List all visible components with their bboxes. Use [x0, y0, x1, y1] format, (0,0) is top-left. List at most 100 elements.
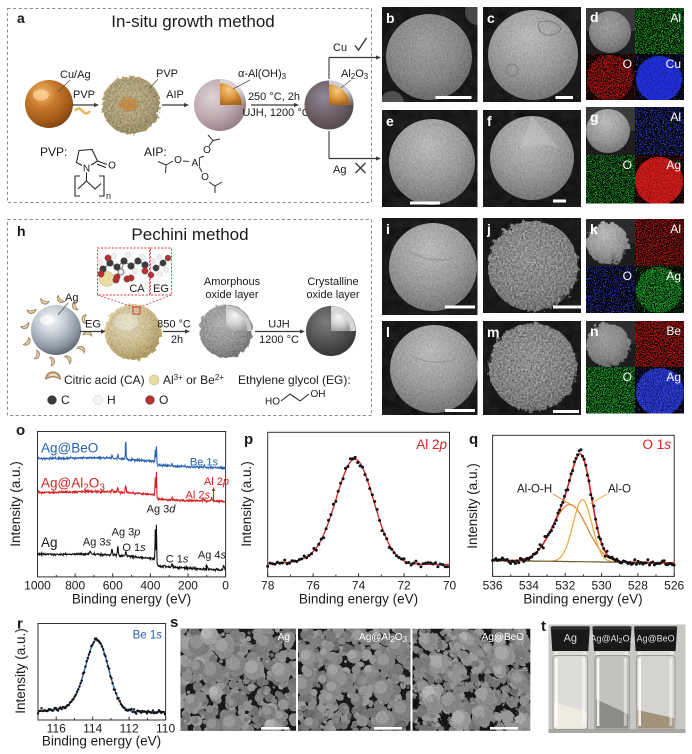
svg-text:Cu/Ag: Cu/Ag [60, 69, 91, 81]
svg-text:Pechini method: Pechini method [131, 225, 248, 244]
svg-text:Ag 3s: Ag 3s [83, 537, 112, 549]
svg-text:534: 534 [519, 579, 539, 593]
svg-text:o: o [16, 422, 25, 439]
svg-text:n: n [590, 323, 599, 339]
svg-text:UJH: UJH [268, 319, 289, 331]
svg-text:Al 2p: Al 2p [204, 476, 229, 488]
svg-text:114: 114 [83, 722, 102, 736]
svg-text:a: a [17, 10, 25, 26]
svg-text:Binding energy (eV): Binding energy (eV) [42, 734, 161, 749]
svg-text:O: O [201, 172, 209, 183]
svg-text:H: H [107, 393, 116, 407]
svg-text:α-Al(OH)3: α-Al(OH)3 [238, 68, 287, 81]
svg-text:Al 2p: Al 2p [416, 437, 447, 452]
svg-text:Intensity (a.u.): Intensity (a.u.) [13, 628, 28, 714]
svg-text:Ag 3d: Ag 3d [147, 504, 177, 516]
svg-text:oxide layer: oxide layer [205, 289, 259, 301]
svg-text:536: 536 [483, 579, 503, 593]
svg-text:530: 530 [592, 579, 612, 593]
svg-text:0: 0 [222, 579, 229, 593]
svg-text:Ag@BeO: Ag@BeO [482, 632, 525, 643]
svg-text:b: b [386, 10, 395, 26]
svg-text:Citric acid (CA): Citric acid (CA) [64, 373, 145, 387]
svg-text:Al: Al [670, 110, 681, 124]
svg-text:d: d [590, 9, 599, 25]
svg-text:O: O [203, 145, 211, 156]
svg-text:i: i [386, 221, 390, 237]
svg-text:AIP: AIP [166, 89, 184, 101]
svg-text:Ag: Ag [333, 164, 346, 176]
svg-text:Intensity (a.u.): Intensity (a.u.) [465, 463, 480, 549]
svg-text:f: f [487, 113, 492, 129]
svg-text:C: C [61, 393, 70, 407]
svg-text:Be 1s: Be 1s [133, 630, 163, 642]
svg-text:OH: OH [311, 389, 326, 400]
svg-text:Al2O3: Al2O3 [341, 68, 369, 81]
svg-text:CA: CA [129, 283, 145, 295]
svg-text:Ethylene glycol (EG):: Ethylene glycol (EG): [238, 373, 351, 387]
svg-text:1200 °C: 1200 °C [259, 334, 299, 346]
svg-text:112: 112 [120, 722, 139, 736]
svg-text:Binding energy (eV): Binding energy (eV) [523, 592, 642, 607]
svg-text:Ag@BeO: Ag@BeO [637, 634, 675, 644]
svg-text:O: O [159, 393, 168, 407]
svg-text:Binding energy (eV): Binding energy (eV) [72, 592, 191, 607]
svg-text:Binding energy (eV): Binding energy (eV) [299, 592, 418, 607]
svg-text:Ag: Ag [278, 632, 290, 643]
svg-text:oxide layer: oxide layer [306, 289, 360, 301]
svg-text:p: p [244, 431, 253, 448]
svg-text:528: 528 [628, 579, 648, 593]
svg-text:HO: HO [265, 397, 280, 408]
svg-text:r: r [17, 616, 23, 633]
svg-text:t: t [541, 618, 546, 635]
svg-text:Ag@Al2O3: Ag@Al2O3 [591, 634, 634, 646]
svg-text:Be 1s: Be 1s [190, 457, 219, 469]
svg-text:76: 76 [306, 579, 320, 593]
svg-text:k: k [590, 221, 598, 237]
svg-text:Ag 4s: Ag 4s [198, 550, 227, 562]
svg-text:EG: EG [153, 283, 169, 295]
svg-text:800: 800 [65, 579, 85, 593]
svg-text:1000: 1000 [24, 579, 51, 593]
svg-text:Ag: Ag [65, 292, 78, 304]
svg-text:PVP: PVP [156, 68, 178, 80]
svg-text:O: O [174, 155, 182, 166]
svg-text:q: q [469, 431, 478, 448]
svg-text:AIP:: AIP: [144, 145, 167, 159]
svg-text:526: 526 [664, 579, 684, 593]
svg-text:O: O [623, 57, 632, 71]
svg-text:e: e [386, 113, 394, 129]
svg-text:s: s [170, 614, 178, 631]
svg-text:O: O [108, 161, 116, 172]
svg-text:m: m [487, 324, 499, 340]
svg-text:Al-O: Al-O [608, 484, 631, 496]
svg-text:In-situ growth method: In-situ growth method [111, 12, 274, 31]
svg-text:Intensity (a.u.): Intensity (a.u.) [239, 461, 254, 547]
svg-text:Crystalline: Crystalline [307, 276, 358, 288]
svg-text:70: 70 [443, 579, 457, 593]
svg-text:O: O [623, 370, 632, 384]
svg-text:600: 600 [103, 579, 123, 593]
svg-text:Ag@BeO: Ag@BeO [41, 441, 98, 456]
svg-text:Cu: Cu [333, 42, 347, 54]
svg-text:c: c [487, 10, 495, 26]
svg-text:200: 200 [178, 579, 198, 593]
svg-text:Ag: Ag [564, 633, 577, 645]
svg-text:400: 400 [140, 579, 160, 593]
svg-text:O 1s: O 1s [122, 542, 146, 554]
svg-text:h: h [17, 223, 26, 239]
svg-text:PVP:: PVP: [40, 145, 67, 159]
svg-text:l: l [386, 324, 390, 340]
svg-text:Cu: Cu [666, 57, 681, 71]
svg-text:N: N [83, 164, 90, 175]
svg-text:PVP: PVP [73, 89, 95, 101]
svg-text:532: 532 [555, 579, 575, 593]
svg-text:O: O [623, 158, 632, 172]
svg-text:Intensity (a.u.): Intensity (a.u.) [8, 461, 23, 547]
svg-text:72: 72 [397, 579, 411, 593]
svg-text:Al: Al [192, 158, 201, 169]
svg-text:78: 78 [261, 579, 275, 593]
svg-text:Ag: Ag [666, 158, 681, 172]
svg-text:g: g [590, 109, 599, 125]
svg-text:Al: Al [670, 222, 681, 236]
